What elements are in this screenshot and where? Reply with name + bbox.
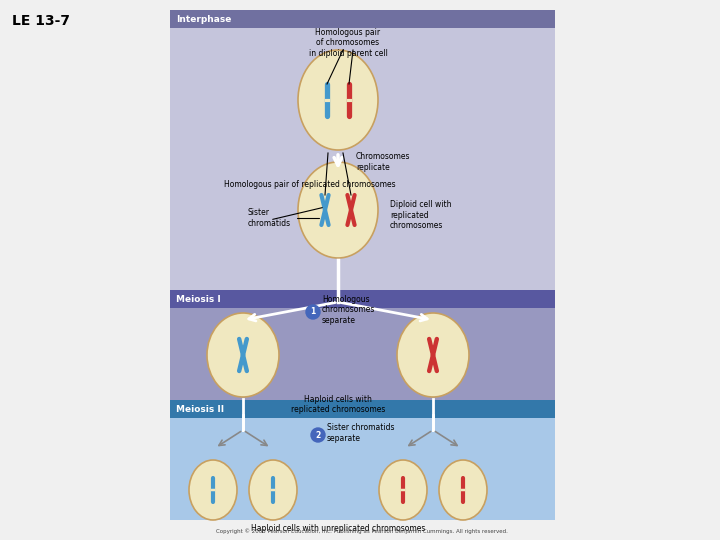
Ellipse shape xyxy=(189,460,237,520)
Text: Homologous
chromosomes
separate: Homologous chromosomes separate xyxy=(322,295,375,325)
Bar xyxy=(170,400,555,520)
Bar xyxy=(170,290,555,400)
Ellipse shape xyxy=(298,162,378,258)
Text: 1: 1 xyxy=(310,307,315,316)
Text: Meiosis I: Meiosis I xyxy=(176,294,221,303)
Text: LE 13-7: LE 13-7 xyxy=(12,14,70,28)
Ellipse shape xyxy=(379,460,427,520)
Text: Haploid cells with unreplicated chromosomes: Haploid cells with unreplicated chromoso… xyxy=(251,524,426,533)
Ellipse shape xyxy=(249,460,297,520)
Ellipse shape xyxy=(439,460,487,520)
Text: Homologous pair
of chromosomes
in diploid parent cell: Homologous pair of chromosomes in diploi… xyxy=(309,28,387,58)
Ellipse shape xyxy=(207,313,279,397)
Text: Sister
chromatids: Sister chromatids xyxy=(248,208,319,228)
Bar xyxy=(170,290,555,308)
Text: Sister chromatids
separate: Sister chromatids separate xyxy=(327,423,395,443)
Bar xyxy=(170,10,555,290)
Ellipse shape xyxy=(397,313,469,397)
Circle shape xyxy=(311,428,325,442)
Ellipse shape xyxy=(298,50,378,150)
Text: Copyright © 2005 Pearson Education, Inc. Publishing as Pearson Benjamin Cummings: Copyright © 2005 Pearson Education, Inc.… xyxy=(216,528,508,534)
Text: Homologous pair of replicated chromosomes: Homologous pair of replicated chromosome… xyxy=(224,180,396,189)
Bar xyxy=(170,400,555,418)
Text: Haploid cells with
replicated chromosomes: Haploid cells with replicated chromosome… xyxy=(291,395,385,414)
Bar xyxy=(170,10,555,28)
Text: Interphase: Interphase xyxy=(176,15,231,24)
Text: Chromosomes
replicate: Chromosomes replicate xyxy=(356,152,410,172)
Text: Diploid cell with
replicated
chromosomes: Diploid cell with replicated chromosomes xyxy=(390,200,451,230)
Text: Meiosis II: Meiosis II xyxy=(176,404,224,414)
Text: 2: 2 xyxy=(315,430,320,440)
Circle shape xyxy=(306,305,320,319)
